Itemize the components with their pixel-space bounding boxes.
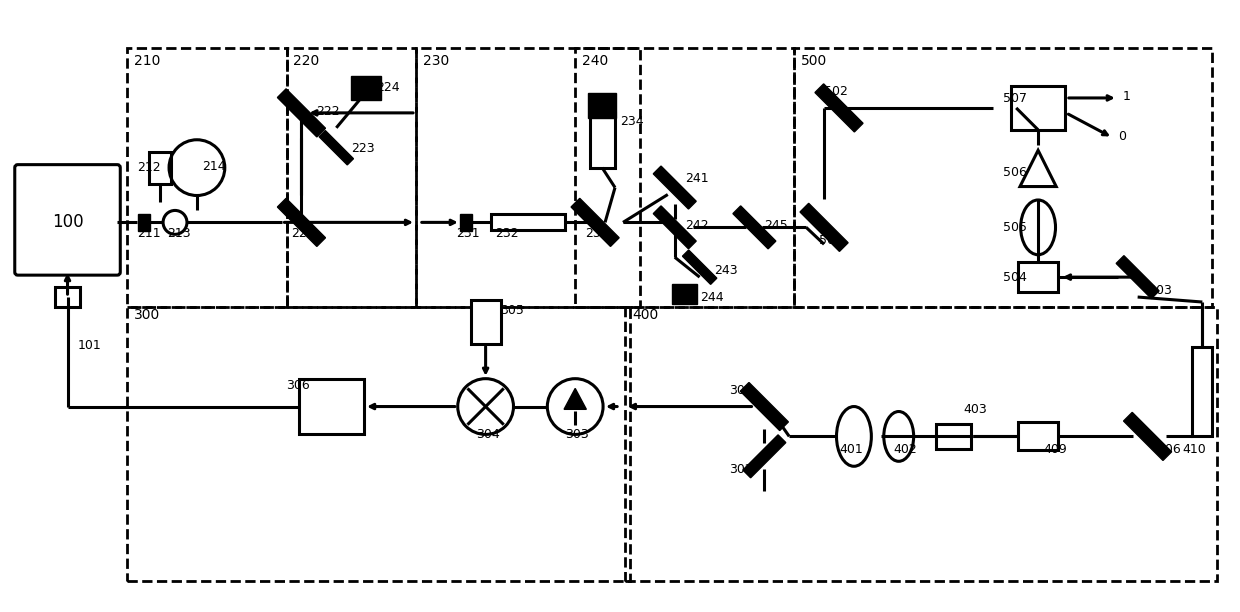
Text: 245: 245 [764,219,789,233]
Polygon shape [149,152,171,184]
Polygon shape [278,89,325,137]
Polygon shape [815,84,863,132]
Text: 234: 234 [620,115,644,128]
Text: 101: 101 [77,339,102,352]
Text: 232: 232 [496,227,520,241]
Text: 401: 401 [839,443,863,457]
Text: 221: 221 [291,227,315,241]
Polygon shape [138,214,150,231]
Text: 224: 224 [376,81,399,94]
Text: 504: 504 [1003,271,1027,283]
Text: 409: 409 [1043,443,1066,457]
Text: 242: 242 [684,219,708,233]
Polygon shape [460,214,471,231]
Circle shape [164,211,187,234]
Text: 212: 212 [138,161,161,174]
Text: 210: 210 [134,54,161,68]
Polygon shape [572,198,619,247]
Polygon shape [590,113,615,168]
Text: 231: 231 [456,227,480,241]
Ellipse shape [884,411,914,461]
Text: 222: 222 [316,105,340,118]
Polygon shape [682,250,717,285]
Text: 501: 501 [820,234,843,247]
Text: 506: 506 [1003,166,1027,179]
Text: 502: 502 [825,85,848,98]
Text: 100: 100 [52,214,83,231]
Text: 240: 240 [582,54,609,68]
Text: 305: 305 [501,304,525,317]
Text: 230: 230 [423,54,449,68]
Text: 1: 1 [1122,90,1131,103]
Ellipse shape [1021,200,1055,255]
Text: 243: 243 [714,264,738,277]
Text: 402: 402 [894,443,918,457]
Circle shape [458,379,513,435]
Text: 301: 301 [729,384,753,397]
Text: 306: 306 [286,379,310,392]
Text: 500: 500 [801,54,827,68]
Text: 406: 406 [1158,443,1182,457]
Polygon shape [278,198,325,247]
Text: 300: 300 [134,308,160,322]
Polygon shape [653,206,696,249]
Text: 220: 220 [294,54,320,68]
Text: 505: 505 [1003,221,1027,234]
Polygon shape [1018,262,1058,292]
Text: 233: 233 [585,227,609,241]
Text: 0: 0 [1117,130,1126,143]
Text: 503: 503 [1147,284,1172,297]
FancyBboxPatch shape [15,165,120,275]
Polygon shape [1123,412,1172,460]
Polygon shape [936,424,971,449]
Polygon shape [588,93,616,118]
Ellipse shape [837,406,872,466]
Polygon shape [55,287,79,307]
Polygon shape [491,214,565,230]
Polygon shape [1193,347,1213,436]
Text: 410: 410 [1183,443,1207,457]
Text: 211: 211 [138,227,161,241]
Polygon shape [733,206,776,249]
Polygon shape [1116,256,1159,299]
Polygon shape [743,435,786,478]
Text: 403: 403 [963,403,987,417]
Text: 214: 214 [202,160,226,173]
Text: 241: 241 [684,171,708,185]
Polygon shape [800,203,848,252]
Polygon shape [740,382,789,431]
Circle shape [547,379,603,435]
Polygon shape [672,284,697,304]
Text: 223: 223 [351,142,374,155]
Polygon shape [653,166,696,209]
Text: 302: 302 [729,463,753,476]
Polygon shape [351,75,381,100]
Polygon shape [1018,422,1058,450]
Text: 213: 213 [167,227,191,241]
Text: 304: 304 [476,428,500,441]
Text: 507: 507 [1003,92,1027,105]
Polygon shape [564,389,587,409]
Text: 244: 244 [699,291,723,304]
Polygon shape [319,130,353,165]
Polygon shape [299,379,363,434]
Text: 400: 400 [632,308,658,322]
Polygon shape [1011,86,1065,130]
Text: 303: 303 [565,428,589,441]
Polygon shape [471,299,501,345]
